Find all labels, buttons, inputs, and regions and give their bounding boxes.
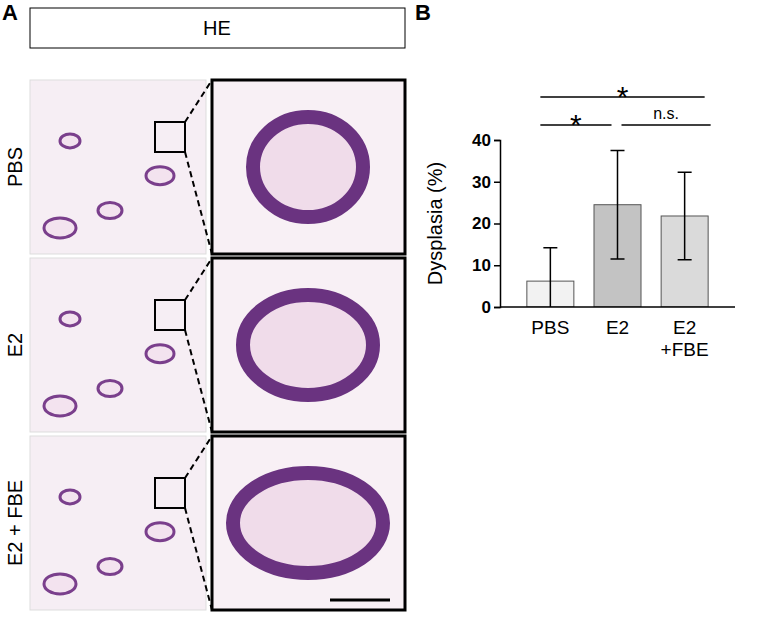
zoom-guide [185,330,212,432]
y-tick: 40 [472,131,500,150]
duct [60,312,80,326]
error-bar [543,248,557,307]
zoom-guide [185,258,212,300]
image-row: PBS [4,80,405,254]
scale-bar [330,599,390,602]
zoom-duct [233,473,383,573]
duct [146,345,174,363]
y-tick-mark [494,182,500,184]
y-tick-mark [494,265,500,267]
x-tick-label: E2 [606,317,629,338]
error-bar [678,172,692,260]
y-tick: 0 [482,298,500,317]
duct [146,523,174,541]
zoom-guide [185,436,212,478]
duct [44,218,76,238]
row-label: PBS [4,147,26,187]
image-row: E2 + FBE [4,436,405,610]
duct [146,167,174,185]
duct [98,203,122,219]
zoom-image [212,436,405,610]
overview-image [30,80,206,254]
zoom-guide [185,508,212,610]
y-tick: 10 [472,256,500,275]
zoom-image [212,258,405,432]
row-label: E2 + FBE [4,480,26,566]
header-box [30,8,405,48]
y-tick-mark [494,307,500,309]
y-tick-label: 20 [472,214,491,233]
inset-box [155,122,185,152]
duct [44,574,76,594]
y-axis-line [494,141,501,308]
duct [60,490,80,504]
panel-label: A [2,0,18,25]
panel-label: B [415,0,431,25]
significance-line [622,124,711,126]
y-tick-label: 0 [482,298,491,317]
y-axis-title: Dysplasia (%) [424,162,446,285]
zoom-duct [253,117,363,217]
y-tick-mark [494,223,500,225]
y-tick: 20 [472,214,500,233]
zoom-guide [185,152,212,254]
zoom-duct [243,295,373,395]
x-tick: E2 [606,317,629,338]
duct [98,559,122,575]
annotations: * * n.s. [540,80,710,141]
overview-image [30,436,206,610]
y-tick-label: 30 [472,173,491,192]
inset-box [155,300,185,330]
y-tick-label: 40 [472,131,491,150]
significance-label: n.s. [653,105,679,122]
y-axis: 0 10 20 30 40 [472,131,500,317]
x-tick-label: PBS [531,317,569,338]
error-bar [611,150,625,259]
duct [60,134,80,148]
inset-box [155,478,185,508]
zoom-guide [185,80,212,122]
x-axis-line [500,306,735,308]
overview-image [30,258,206,432]
zoom-image [212,80,405,254]
figure: A HE PBS E2 E2 + FBE B 0 10 20 30 40 Dysplasia (%) P… [0,0,778,629]
bars [527,150,708,307]
y-tick-mark [494,140,500,142]
row-label: E2 [4,333,26,357]
x-axis: PBS E2 E2+FBE [500,307,735,360]
duct [44,396,76,416]
x-tick: E2+FBE [661,317,709,360]
y-tick: 30 [472,173,500,192]
significance-label: * [570,108,582,141]
header-text: HE [203,17,231,39]
duct [98,381,122,397]
x-tick-label: E2+FBE [661,317,709,360]
y-tick-label: 10 [472,256,491,275]
significance-label: * [617,80,629,113]
x-tick: PBS [531,317,569,338]
image-row: E2 [4,258,405,432]
